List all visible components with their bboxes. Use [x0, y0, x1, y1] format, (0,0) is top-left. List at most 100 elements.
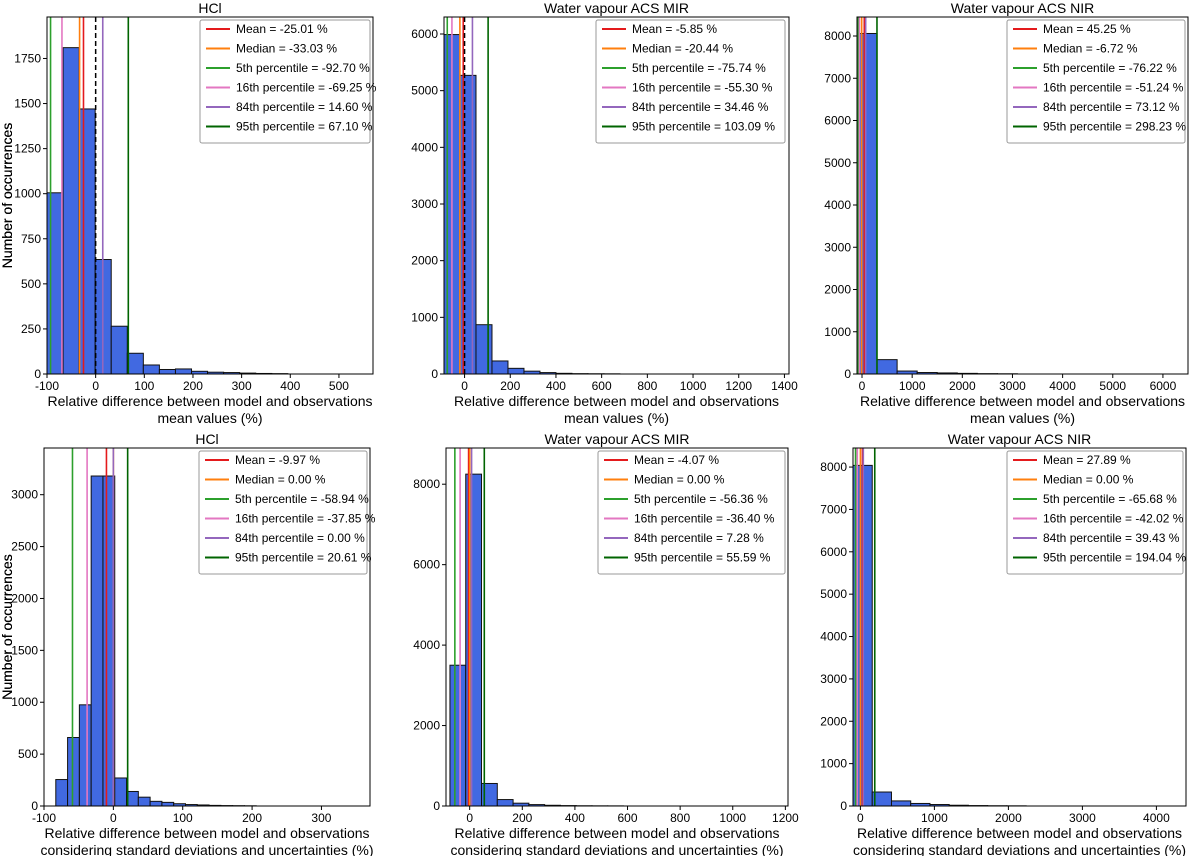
- legend-entry: 16th percentile = -55.30 %: [632, 81, 773, 95]
- plot-frame: [852, 447, 1187, 807]
- legend-box: [1006, 450, 1184, 575]
- y-tick-label: 4000: [824, 198, 851, 212]
- bars: [857, 32, 1018, 374]
- y-tick-label: 3000: [824, 240, 851, 254]
- x-axis: -100 0 100 200 300: [32, 806, 332, 825]
- y-tick-label: 0: [34, 367, 41, 381]
- legend-box: [199, 19, 371, 144]
- histogram-bar: [110, 325, 128, 374]
- x-tick-label: 1000: [921, 811, 948, 825]
- stat-lines: [454, 448, 486, 806]
- histogram-bar: [47, 192, 64, 374]
- y-tick-label: 6000: [413, 558, 440, 572]
- x-tick-label: 3000: [999, 379, 1026, 393]
- x-tick-label: 0: [110, 811, 117, 825]
- bars: [853, 464, 1027, 806]
- y-tick-label: 7000: [824, 71, 851, 85]
- y-tick-label: 4000: [413, 638, 440, 652]
- y-tick-label: 2000: [411, 254, 438, 268]
- y-axis: 0 1000 2000 3000 4000 5000 6000 7000 8000: [824, 29, 857, 381]
- legend-entry: 5th percentile = -56.36 %: [634, 492, 768, 506]
- legend-entry: 16th percentile = -36.40 %: [634, 512, 775, 526]
- x-tick-label: 1000: [680, 379, 707, 393]
- x-tick-label: 800: [637, 379, 657, 393]
- y-axis: 0 1000 2000 3000 4000 5000 6000 7000 8000: [820, 460, 853, 813]
- legend-entry: Median = -20.44 %: [632, 42, 733, 56]
- y-axis-label: Number of occurrences: [0, 123, 15, 269]
- legend-entry: 16th percentile = -37.85 %: [235, 512, 376, 526]
- x-tick-label: 500: [329, 379, 349, 393]
- x-tick-label: 0: [857, 811, 864, 825]
- chart-title: Water vapour ACS NIR: [948, 431, 1091, 447]
- legend-entry: 84th percentile = 14.60 %: [236, 100, 373, 114]
- y-axis: 0 250 500 750 1000 1250 1500 1750: [14, 51, 47, 381]
- legend-entry: 95th percentile = 298.23 %: [1043, 120, 1186, 134]
- chart-title: HCl: [198, 0, 221, 16]
- legend-entry: 84th percentile = 73.12 %: [1043, 100, 1180, 114]
- x-axis-label: Relative difference between model and ob…: [860, 393, 1185, 409]
- histogram-bar: [137, 796, 151, 806]
- y-tick-label: 6000: [824, 114, 851, 128]
- y-tick-label: 1500: [14, 97, 41, 111]
- x-tick-label: 300: [232, 379, 252, 393]
- y-tick-label: 2000: [11, 591, 38, 605]
- y-tick-label: 0: [840, 799, 847, 813]
- legend-entry: 5th percentile = -92.70 %: [236, 61, 370, 75]
- x-axis-label: mean values (%): [564, 410, 669, 426]
- legend: Mean = -9.97 % Median = 0.00 % 5th percent…: [198, 450, 376, 575]
- x-tick-label: 1200: [772, 811, 799, 825]
- x-tick-label: 1000: [719, 811, 746, 825]
- histogram-bar: [90, 475, 104, 806]
- x-tick-label: 1400: [771, 379, 798, 393]
- x-tick-label: 4000: [1143, 811, 1170, 825]
- legend-entry: 95th percentile = 67.10 %: [236, 120, 373, 134]
- x-tick-label: -100: [32, 811, 56, 825]
- legend-entry: 95th percentile = 20.61 %: [235, 551, 372, 565]
- legend-entry: 95th percentile = 103.09 %: [632, 120, 775, 134]
- y-axis: 0 500 1000 1500 2000 2500 3000: [11, 488, 44, 813]
- plot-frame: [43, 447, 371, 807]
- histogram-bar: [475, 324, 493, 374]
- x-tick-label: 300: [311, 811, 331, 825]
- x-axis-label: considering standard deviations and unce…: [853, 842, 1186, 856]
- y-tick-label: 500: [21, 277, 41, 291]
- legend-entry: 84th percentile = 7.28 %: [634, 531, 764, 545]
- y-tick-label: 2500: [11, 540, 38, 554]
- legend-entry: Median = 0.00 %: [235, 473, 326, 487]
- chart-title: Water vapour ACS MIR: [545, 431, 690, 447]
- histogram-bar: [158, 368, 176, 374]
- y-tick-label: 0: [431, 367, 438, 381]
- legend-entry: Mean = -9.97 %: [235, 453, 320, 467]
- y-axis-label: Number of occurrences: [0, 554, 15, 700]
- legend: Mean = -25.01 % Median = -33.03 % 5th perc…: [199, 19, 377, 144]
- histogram-bar: [449, 664, 467, 806]
- chart-panel-1: -100 0 100 200 300 400 50002505007501000125015…: [0, 0, 377, 426]
- chart-panel-4: -100 0 100 200 300050010001500200025003000HC…: [0, 431, 376, 856]
- histogram-bar: [126, 352, 144, 374]
- x-tick-label: 100: [134, 379, 154, 393]
- chart-panel-3: 0 1000 2000 3000 4000 5000 6000010002000300040…: [0, 0, 1189, 426]
- y-tick-label: 250: [21, 322, 41, 336]
- x-tick-label: 100: [173, 811, 193, 825]
- legend-entry: 16th percentile = -51.24 %: [1043, 81, 1184, 95]
- chart-title: HCl: [195, 431, 218, 447]
- x-tick-label: 0: [461, 379, 468, 393]
- histogram-bar: [142, 364, 160, 374]
- x-axis-label: considering standard deviations and unce…: [450, 842, 783, 856]
- chart-panel-2: 0 200 400 600 800 1000 1200 1400010002000300040…: [0, 0, 798, 426]
- chart-panel-5: 0 200 400 600 800 1000 120002000400060008000Wa…: [0, 431, 799, 856]
- legend: Mean = -4.07 % Median = 0.00 % 5th percent…: [597, 450, 786, 575]
- legend-entry: 95th percentile = 194.04 %: [1043, 551, 1186, 565]
- legend-entry: 5th percentile = -65.68 %: [1043, 492, 1177, 506]
- histogram-bar: [876, 359, 898, 374]
- x-tick-label: 0: [466, 811, 473, 825]
- x-axis-label: mean values (%): [970, 410, 1075, 426]
- x-axis: 0 200 400 600 800 1000 1200 1400: [461, 374, 798, 393]
- legend-entry: 84th percentile = 34.46 %: [632, 100, 769, 114]
- x-axis-label: Relative difference between model and ob…: [454, 393, 779, 409]
- y-tick-label: 6000: [820, 545, 847, 559]
- legend-entry: Mean = 45.25 %: [1043, 22, 1131, 36]
- y-axis-label: Number of occurrences: [0, 123, 15, 269]
- histogram-bar: [102, 475, 116, 806]
